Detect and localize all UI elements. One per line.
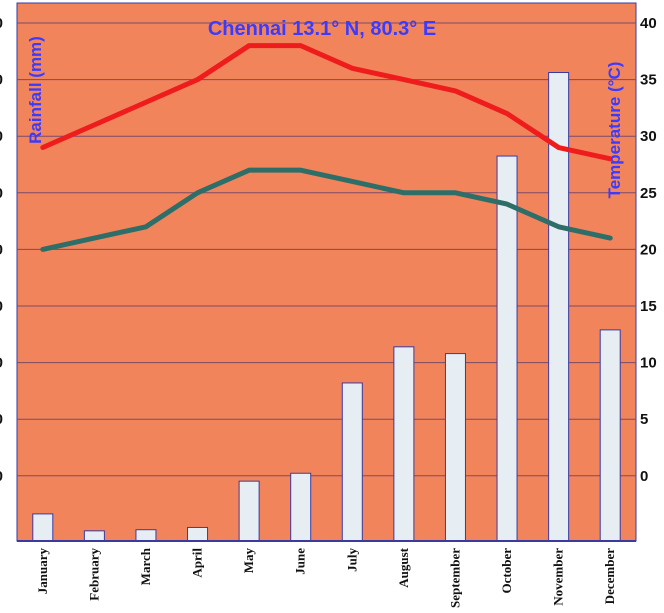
right-tick-label: 10: [640, 355, 657, 372]
left-tick-label: .0: [0, 355, 3, 372]
rainfall-bar: [599, 329, 621, 542]
month-label: April: [190, 548, 205, 578]
right-tick-label: 30: [640, 128, 657, 145]
rainfall-bar: [32, 513, 54, 542]
rainfall-bar: [393, 346, 415, 542]
month-label: February: [86, 548, 101, 601]
rainfall-bar: [341, 382, 363, 542]
right-tick-label: 0: [640, 468, 648, 485]
temperature-line: [40, 167, 613, 252]
left-tick-label: .0: [0, 185, 3, 202]
month-labels: January February March April May June July Augu…: [35, 547, 617, 608]
right-axis-title: Temperature (°C): [605, 62, 624, 199]
rainfall-bar: [444, 353, 466, 542]
right-tick-label: 15: [640, 298, 657, 315]
rainfall-bars: [32, 72, 621, 542]
left-tick-label: .0: [0, 72, 3, 89]
month-label: May: [241, 548, 256, 574]
month-label: July: [344, 548, 359, 572]
month-label: March: [138, 547, 153, 585]
rainfall-bar: [290, 472, 312, 542]
month-label: September: [447, 548, 462, 608]
right-tick-label: 25: [640, 185, 657, 202]
right-tick-label: 20: [640, 241, 657, 258]
month-label: December: [602, 548, 617, 605]
plot-area: [16, 2, 637, 542]
month-label: October: [499, 548, 514, 594]
month-label: November: [551, 548, 566, 606]
rainfall-bar: [135, 529, 157, 542]
right-tick-label: 40: [640, 15, 657, 32]
rainfall-bar: [238, 480, 260, 542]
left-tick-label: .0: [0, 298, 3, 315]
temperature-line: [40, 43, 613, 162]
rainfall-bar: [187, 526, 209, 542]
rainfall-bar: [83, 530, 105, 542]
left-tick-label: .0: [0, 411, 3, 428]
left-tick-label: .0: [0, 15, 3, 32]
chart-title: Chennai 13.1° N, 80.3° E: [208, 18, 436, 40]
right-tick-label: 5: [640, 411, 648, 428]
left-axis-ticks: .0 .0 .0 .0 .0 .0 .0 .0 0: [0, 15, 3, 485]
right-axis-ticks: 40 35 30 25 20 15 10 5 0: [640, 15, 657, 485]
right-tick-label: 35: [640, 72, 657, 89]
rainfall-bar: [496, 155, 518, 542]
left-tick-label: 0: [0, 468, 3, 485]
temperature-lines: [40, 43, 613, 252]
left-tick-label: .0: [0, 128, 3, 145]
left-axis-title: Rainfall (mm): [26, 36, 45, 144]
left-tick-label: .0: [0, 241, 3, 258]
month-label: August: [396, 547, 411, 587]
gridlines: [17, 22, 636, 477]
month-label: June: [293, 548, 308, 575]
month-label: January: [35, 548, 50, 595]
